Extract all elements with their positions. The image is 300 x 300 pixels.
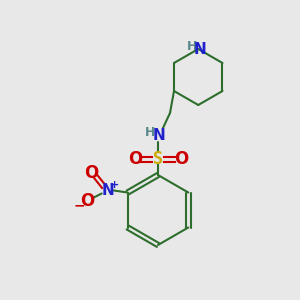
Text: H: H	[145, 127, 155, 140]
Text: H: H	[187, 40, 197, 52]
Text: N: N	[194, 41, 207, 56]
Text: S: S	[153, 150, 163, 168]
Text: −: −	[74, 199, 85, 212]
Text: O: O	[81, 191, 95, 209]
Text: O: O	[128, 150, 142, 168]
Text: +: +	[110, 179, 119, 190]
Text: O: O	[85, 164, 99, 181]
Text: N: N	[153, 128, 165, 142]
Text: N: N	[101, 183, 114, 198]
Text: O: O	[174, 150, 188, 168]
